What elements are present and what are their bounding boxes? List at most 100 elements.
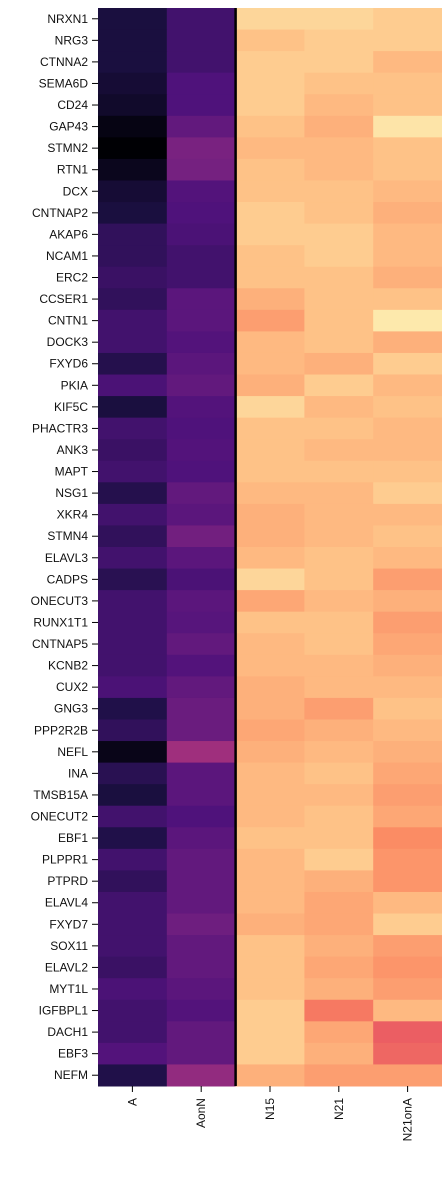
- heatmap-cell: [235, 352, 305, 376]
- heatmap-cell: [373, 784, 442, 807]
- heatmap-cell: [235, 784, 305, 807]
- heatmap-cell: [304, 158, 374, 181]
- heatmap-cell: [373, 482, 442, 505]
- heatmap-cell: [166, 94, 237, 117]
- heatmap-cell: [373, 805, 442, 828]
- heatmap-cell: [98, 29, 168, 52]
- heatmap-cell: [166, 935, 237, 958]
- heatmap-cell: [235, 697, 305, 720]
- row-label: CNTNAP2: [32, 206, 88, 220]
- heatmap-cell: [98, 202, 168, 225]
- heatmap-cell: [304, 396, 374, 419]
- heatmap-cell: [373, 978, 442, 1001]
- heatmap-cell: [373, 72, 442, 95]
- row-label: CCSER1: [39, 292, 88, 306]
- row-label: EBF3: [58, 1047, 88, 1061]
- heatmap-cell: [304, 762, 374, 785]
- heatmap-cell: [98, 352, 168, 376]
- heatmap-cell: [304, 676, 374, 699]
- heatmap-cell: [98, 137, 168, 160]
- column-labels: A AonN N15 N21 N21onA: [125, 1086, 415, 1141]
- heatmap-cell: [235, 137, 305, 160]
- heatmap-cell: [166, 1064, 237, 1087]
- heatmap-cell: [166, 676, 237, 699]
- heatmap-cells: [98, 8, 442, 1087]
- heatmap-cell: [235, 202, 305, 225]
- heatmap-cell: [235, 654, 305, 677]
- heatmap-cell: [235, 827, 305, 850]
- heatmap-cell: [373, 1021, 442, 1044]
- heatmap-cell: [373, 1042, 442, 1065]
- heatmap-cell: [235, 805, 305, 828]
- heatmap-cell: [166, 331, 237, 354]
- heatmap-cell: [373, 8, 442, 31]
- heatmap-cell: [304, 374, 374, 397]
- row-label: CTNNA2: [40, 55, 88, 69]
- heatmap-cell: [304, 827, 374, 850]
- heatmap-cell: [98, 676, 168, 699]
- heatmap-cell: [373, 956, 442, 979]
- row-label: TMSB15A: [33, 788, 88, 802]
- heatmap-cell: [98, 762, 168, 785]
- heatmap-cell: [373, 352, 442, 376]
- heatmap-cell: [304, 741, 374, 764]
- row-label: PHACTR3: [32, 421, 88, 435]
- heatmap-cell: [98, 1021, 168, 1044]
- heatmap-cell: [235, 956, 305, 979]
- row-label: SOX11: [50, 939, 88, 953]
- heatmap-cell: [98, 827, 168, 850]
- heatmap-cell: [235, 439, 305, 462]
- heatmap-cell: [98, 94, 168, 117]
- column-label: N21onA: [401, 1098, 415, 1141]
- heatmap-cell: [98, 805, 168, 828]
- heatmap-cell: [98, 460, 168, 483]
- heatmap-cell: [166, 697, 237, 720]
- heatmap-cell: [98, 245, 168, 268]
- row-label: EBF1: [58, 831, 88, 845]
- row-label: NEFM: [54, 1068, 88, 1082]
- heatmap-cell: [304, 935, 374, 958]
- heatmap-cell: [373, 29, 442, 52]
- row-label: STMN4: [47, 529, 88, 543]
- heatmap-cell: [235, 633, 305, 656]
- row-label: SEMA6D: [39, 76, 89, 90]
- heatmap-cell: [98, 611, 168, 634]
- column-label: AonN: [194, 1098, 208, 1128]
- heatmap-cell: [304, 999, 374, 1022]
- heatmap-cell: [373, 51, 442, 74]
- heatmap-cell: [98, 956, 168, 979]
- heatmap-cell: [373, 654, 442, 677]
- heatmap-cell: [98, 158, 168, 181]
- heatmap-cell: [166, 956, 237, 979]
- heatmap-cell: [304, 180, 374, 203]
- row-label: DOCK3: [47, 335, 89, 349]
- heatmap-cell: [166, 547, 237, 570]
- heatmap-cell: [98, 503, 168, 526]
- heatmap-cell: [98, 978, 168, 1001]
- row-label: PKIA: [61, 378, 88, 392]
- heatmap-cell: [373, 396, 442, 419]
- row-label: ELAVL3: [45, 551, 88, 565]
- row-label: ONECUT3: [31, 594, 89, 608]
- row-label: ERC2: [56, 271, 88, 285]
- row-label: CADPS: [47, 572, 88, 586]
- heatmap-cell: [166, 870, 237, 893]
- heatmap-cell: [235, 417, 305, 440]
- heatmap-cell: [373, 439, 442, 462]
- heatmap-cell: [235, 741, 305, 764]
- row-label: PPP2R2B: [34, 723, 88, 737]
- heatmap-cell: [304, 309, 374, 332]
- heatmap-cell: [304, 8, 374, 31]
- heatmap-cell: [166, 352, 237, 376]
- heatmap-cell: [166, 654, 237, 677]
- heatmap-cell: [166, 51, 237, 74]
- row-label: GNG3: [54, 702, 88, 716]
- heatmap-cell: [373, 633, 442, 656]
- heatmap-cell: [166, 827, 237, 850]
- heatmap-cell: [235, 978, 305, 1001]
- heatmap-cell: [304, 460, 374, 483]
- heatmap-cell: [166, 1021, 237, 1044]
- heatmap-cell: [98, 935, 168, 958]
- heatmap-cell: [166, 719, 237, 742]
